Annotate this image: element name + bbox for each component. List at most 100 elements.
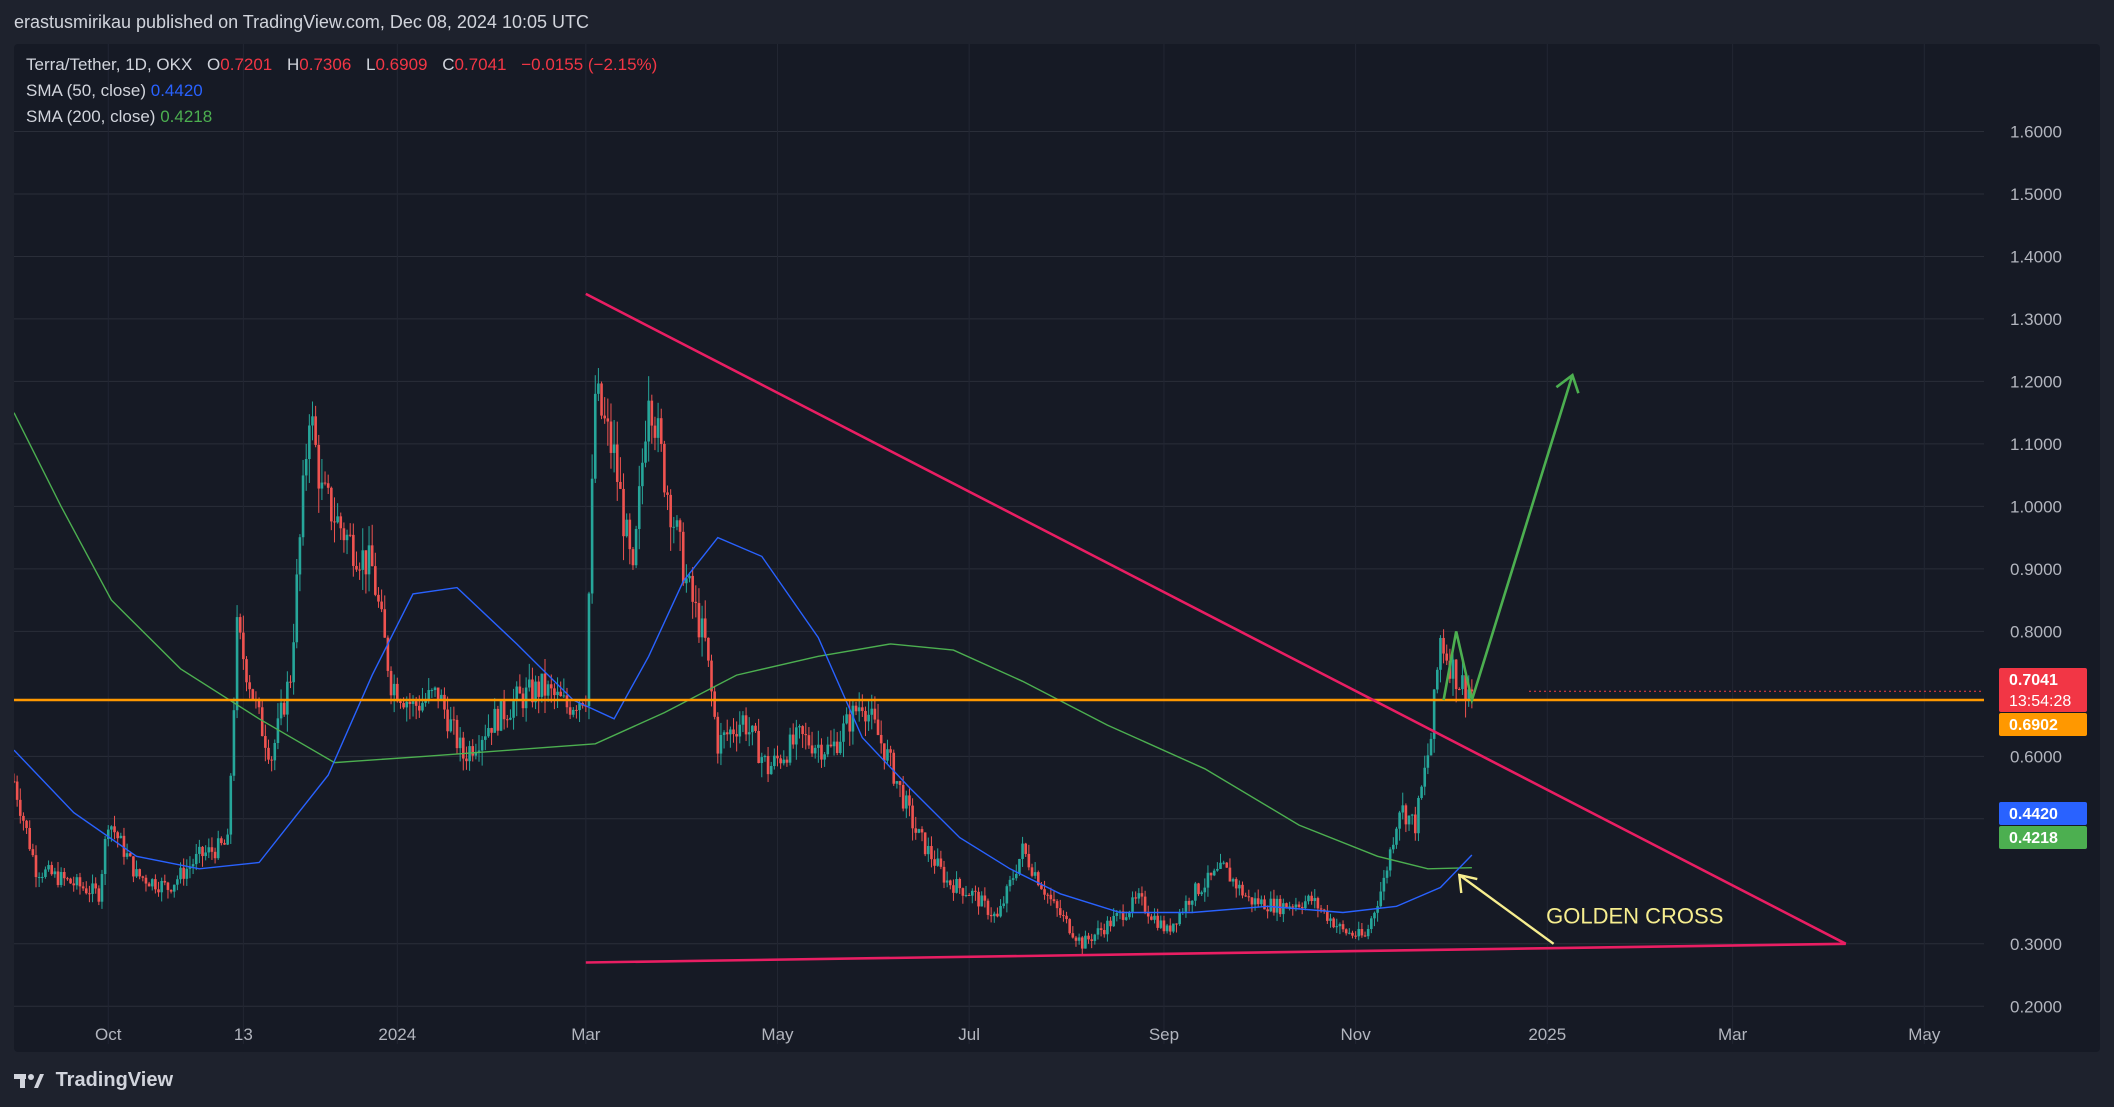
price-badge-bg xyxy=(1999,713,2087,736)
candle-body xyxy=(952,885,955,893)
candle-body xyxy=(571,709,575,715)
candle-body xyxy=(1187,900,1191,905)
candle-body xyxy=(377,594,380,602)
golden-cross-pointer xyxy=(1458,874,1555,945)
candle-body xyxy=(251,689,255,700)
candle-body xyxy=(1398,812,1401,829)
candle-body xyxy=(260,707,264,737)
candle-body xyxy=(628,519,632,550)
candle-body xyxy=(911,805,914,829)
candle-body xyxy=(31,849,35,856)
candle-body xyxy=(1036,872,1040,886)
candle-body xyxy=(986,900,990,915)
candle-body xyxy=(873,708,877,720)
candle-body xyxy=(317,444,321,489)
candle-body xyxy=(242,632,245,660)
candle-body xyxy=(40,876,44,878)
projection-arrow xyxy=(1442,374,1574,706)
candle-body xyxy=(1087,935,1090,940)
candle-body xyxy=(883,743,886,761)
candle-body xyxy=(458,737,462,749)
candle-body xyxy=(615,444,619,482)
candle-body xyxy=(128,853,132,857)
candle-body xyxy=(515,686,519,701)
sma50-row[interactable]: SMA (50, close) 0.4420 xyxy=(26,78,657,104)
candle-body xyxy=(235,617,239,711)
candle-body xyxy=(172,884,176,892)
candle-body xyxy=(392,683,396,696)
candle-body xyxy=(364,550,368,575)
candle-body xyxy=(942,866,946,883)
candle-body xyxy=(1074,937,1078,941)
x-tick-label: May xyxy=(761,1025,794,1044)
candle-body xyxy=(1238,884,1241,889)
chart-panel[interactable]: 1.6000 1.5000 1.4000 1.3000 1.2000 1.1000 1.00… xyxy=(14,44,2100,1052)
candle-body xyxy=(930,846,933,860)
candle-body xyxy=(751,725,754,733)
candle-body xyxy=(1033,872,1037,876)
candle-body xyxy=(996,913,999,917)
candle-body xyxy=(157,889,160,893)
candle-body xyxy=(50,865,54,875)
price-badge-bg xyxy=(1999,802,2087,825)
candle-body xyxy=(1436,669,1439,690)
candle-body xyxy=(1288,906,1291,909)
candle-body xyxy=(832,741,836,747)
x-tick-label: May xyxy=(1908,1025,1941,1044)
candle-body xyxy=(28,827,32,850)
candle-body xyxy=(474,751,478,756)
candle-body xyxy=(1106,920,1109,935)
candle-body xyxy=(1341,924,1345,930)
candle-body xyxy=(854,705,858,712)
candle-body xyxy=(198,846,201,854)
candle-body xyxy=(273,742,277,761)
candle-body xyxy=(370,545,374,567)
candle-body xyxy=(609,421,613,453)
candle-body xyxy=(1102,930,1106,935)
x-tick-label: Oct xyxy=(95,1025,122,1044)
candle-body xyxy=(1294,904,1298,908)
candle-body xyxy=(1363,935,1367,937)
price-chart[interactable]: 1.6000 1.5000 1.4000 1.3000 1.2000 1.1000 1.00… xyxy=(14,44,2100,1052)
x-tick-label: Sep xyxy=(1149,1025,1179,1044)
candle-body xyxy=(619,481,622,489)
candle-body xyxy=(637,486,641,529)
candle-body xyxy=(53,871,57,875)
candle-body xyxy=(889,749,892,753)
price-badge: 0.7041 13:54:28 xyxy=(1999,668,2087,712)
candle-body xyxy=(427,690,431,701)
candle-body xyxy=(201,846,204,857)
candle-body xyxy=(1376,906,1379,913)
candle-body xyxy=(1184,900,1188,912)
candle-body xyxy=(1190,900,1194,905)
candle-body xyxy=(1366,929,1370,937)
candle-body xyxy=(355,565,358,570)
candle-body xyxy=(901,784,905,809)
candle-body xyxy=(992,913,996,917)
candle-body xyxy=(999,905,1002,917)
candle-body xyxy=(1256,898,1260,905)
candle-body xyxy=(1090,939,1093,941)
candle-body xyxy=(396,683,399,702)
candle-body xyxy=(320,482,324,489)
candle-body xyxy=(1470,689,1474,692)
symbol-label: Terra/Tether, 1D, OKX xyxy=(26,55,193,74)
candle-body xyxy=(716,716,720,754)
candle-body xyxy=(1250,897,1254,905)
candle-body xyxy=(1332,918,1335,928)
candle-body xyxy=(1379,891,1383,907)
candle-body xyxy=(1360,929,1364,936)
candle-body xyxy=(122,835,126,857)
y-tick-label: 1.0000 xyxy=(2010,497,2062,516)
candle-body xyxy=(1266,909,1269,912)
candle-body xyxy=(647,400,650,442)
symbol-row[interactable]: Terra/Tether, 1D, OKX O0.7201 H0.7306 L0… xyxy=(26,52,657,78)
candle-body xyxy=(1454,659,1458,690)
sma200-row[interactable]: SMA (200, close) 0.4218 xyxy=(26,104,657,130)
candle-body xyxy=(524,687,528,709)
candle-body xyxy=(565,695,569,708)
candle-body xyxy=(1077,937,1081,941)
candle-body xyxy=(653,425,657,438)
candle-body xyxy=(531,679,534,703)
publisher-bar: erastusmirikau published on TradingView.… xyxy=(0,0,2114,44)
